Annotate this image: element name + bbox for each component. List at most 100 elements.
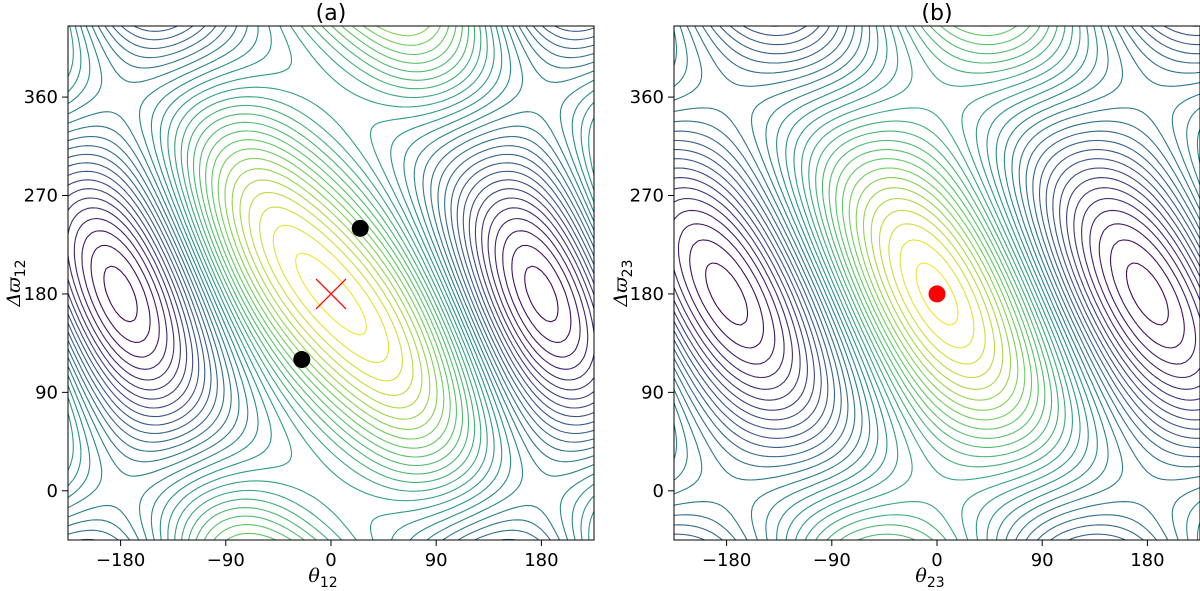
contour-line bbox=[673, 25, 1200, 541]
panel-b-title: (b) bbox=[921, 1, 952, 26]
contour-line bbox=[821, 25, 1053, 541]
contour-line bbox=[673, 25, 1200, 421]
contour-line bbox=[888, 223, 986, 365]
contour-line bbox=[673, 25, 1200, 541]
panel-a: −180 −90 0 90 180 0 90 180 270 360 (a) θ12 Δϖ12 bbox=[3, 1, 595, 591]
contour-line bbox=[855, 177, 1019, 411]
contour-line bbox=[673, 25, 1200, 541]
contour-line bbox=[673, 25, 1200, 541]
contour-line bbox=[217, 25, 445, 440]
contour-line bbox=[186, 25, 476, 541]
contour-line bbox=[815, 25, 1059, 541]
panel-a-ylabel: Δϖ12 bbox=[3, 259, 29, 307]
y-tick-label: 360 bbox=[24, 87, 58, 108]
y-tick-label: 0 bbox=[653, 481, 664, 502]
contour-line bbox=[211, 25, 451, 541]
contour-line bbox=[67, 197, 595, 391]
panel-a-xlabel: θ12 bbox=[308, 565, 337, 591]
x-tick-label: −180 bbox=[96, 550, 145, 571]
contour-line bbox=[67, 25, 595, 435]
contour-line bbox=[673, 25, 1200, 439]
contour-line bbox=[73, 217, 589, 370]
contour-line bbox=[295, 252, 367, 336]
contour-line bbox=[205, 25, 457, 541]
contour-line bbox=[673, 25, 1200, 430]
x-tick-label: −90 bbox=[207, 550, 245, 571]
x-tick-label: 90 bbox=[1031, 550, 1054, 571]
y-tick-label: 90 bbox=[641, 382, 664, 403]
marker-point bbox=[351, 219, 369, 237]
contour-line bbox=[689, 239, 1185, 349]
contour-line bbox=[835, 25, 1039, 439]
contour-line bbox=[192, 25, 470, 541]
contour-line bbox=[259, 206, 403, 382]
contour-line bbox=[180, 25, 482, 541]
panel-b-contours bbox=[673, 25, 1200, 541]
contour-line bbox=[90, 244, 572, 343]
contour-line bbox=[673, 187, 1200, 401]
contour-line bbox=[673, 177, 1200, 411]
contour-line bbox=[673, 25, 1200, 541]
contour-line bbox=[272, 224, 390, 364]
contour-line bbox=[705, 262, 1169, 326]
contour-line bbox=[67, 25, 595, 541]
contour-line bbox=[899, 239, 975, 349]
contour-line bbox=[67, 25, 595, 541]
panel-a-markers bbox=[293, 219, 369, 369]
x-tick-label: 90 bbox=[425, 550, 448, 571]
contour-line bbox=[801, 25, 1073, 541]
contour-line bbox=[67, 25, 595, 541]
contour-line bbox=[67, 25, 595, 426]
panel-b-ticks: −180 −90 0 90 180 0 90 180 270 360 bbox=[630, 87, 1165, 571]
x-tick-label: 180 bbox=[524, 550, 558, 571]
x-tick-label: −90 bbox=[813, 550, 851, 571]
contour-line bbox=[231, 168, 431, 420]
panel-b-markers bbox=[928, 285, 946, 303]
y-tick-label: 270 bbox=[24, 186, 58, 207]
panel-a-contours bbox=[67, 25, 595, 541]
contour-line bbox=[673, 197, 1200, 390]
x-tick-label: −180 bbox=[702, 550, 751, 571]
contour-line bbox=[67, 179, 595, 409]
panel-a-title: (a) bbox=[316, 1, 347, 26]
contour-line bbox=[673, 25, 1200, 541]
contour-line bbox=[174, 25, 488, 541]
contour-line bbox=[198, 25, 464, 541]
marker-point bbox=[293, 351, 311, 369]
y-tick-label: 180 bbox=[24, 284, 58, 305]
contour-line bbox=[67, 25, 595, 541]
contour-line bbox=[81, 230, 581, 358]
contour-line bbox=[915, 262, 959, 326]
panel-a-ticks: −180 −90 0 90 180 0 90 180 270 360 bbox=[24, 87, 559, 571]
contour-line bbox=[677, 223, 1197, 365]
contour-line bbox=[808, 25, 1066, 541]
contour-line bbox=[67, 25, 595, 541]
marker-point bbox=[928, 285, 946, 303]
y-tick-label: 180 bbox=[630, 284, 664, 305]
contour-line bbox=[239, 179, 423, 409]
contour-line bbox=[785, 25, 1089, 541]
contour-line bbox=[67, 25, 595, 541]
panel-a-frame bbox=[67, 25, 595, 541]
marker-cross bbox=[315, 278, 347, 310]
contour-line bbox=[841, 25, 1033, 430]
contour-line bbox=[67, 188, 595, 400]
contour-line bbox=[673, 209, 1200, 379]
panel-b-frame bbox=[673, 25, 1200, 541]
contour-line bbox=[870, 197, 1004, 390]
y-tick-label: 0 bbox=[47, 481, 58, 502]
contour-line bbox=[848, 25, 1026, 421]
panel-b-ylabel: Δϖ23 bbox=[610, 259, 636, 307]
contour-line bbox=[793, 25, 1081, 541]
y-tick-label: 270 bbox=[630, 186, 664, 207]
y-tick-label: 360 bbox=[630, 87, 664, 108]
x-tick-label: 0 bbox=[325, 550, 336, 571]
x-tick-label: 180 bbox=[1130, 550, 1164, 571]
contour-line bbox=[248, 191, 414, 397]
contour-line bbox=[862, 187, 1012, 401]
panel-b-xlabel: θ23 bbox=[915, 565, 944, 591]
contour-line bbox=[878, 209, 996, 379]
contour-line bbox=[67, 25, 595, 541]
contour-line bbox=[224, 25, 438, 430]
